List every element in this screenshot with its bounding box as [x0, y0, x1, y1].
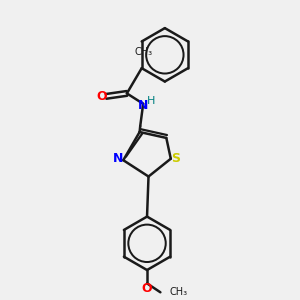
Text: H: H [146, 96, 155, 106]
Text: O: O [142, 282, 152, 295]
Text: CH₃: CH₃ [134, 47, 152, 57]
Text: N: N [113, 152, 123, 165]
Text: S: S [172, 152, 181, 165]
Text: N: N [138, 99, 148, 112]
Text: CH₃: CH₃ [169, 287, 188, 297]
Text: O: O [96, 90, 107, 103]
